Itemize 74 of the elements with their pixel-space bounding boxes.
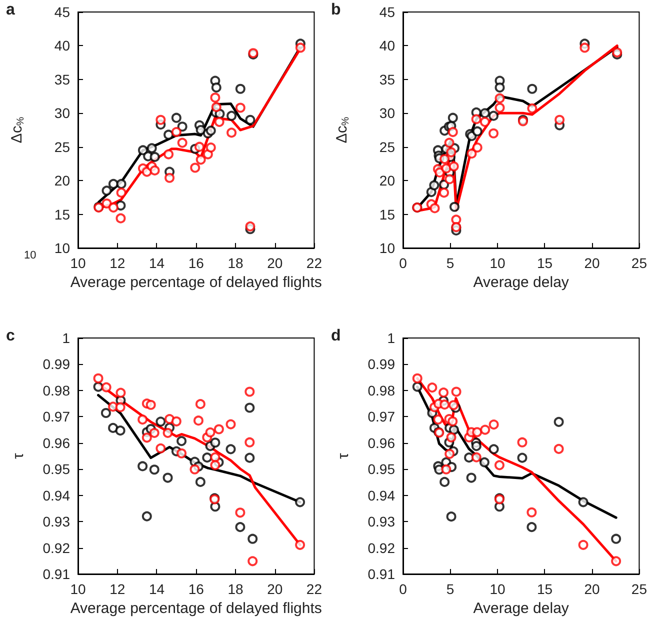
y-tick-label: 20 xyxy=(54,172,70,189)
text: b xyxy=(331,2,341,18)
y-tick-label: 15 xyxy=(54,206,70,222)
y-tick-label: 0.99 xyxy=(368,356,396,372)
text: a xyxy=(6,2,15,18)
x-tick-label: 22 xyxy=(306,581,322,597)
x-tick-label: 0 xyxy=(399,255,408,271)
x-tick-label: 5 xyxy=(446,255,454,271)
x-axis-title: Average delay xyxy=(473,274,570,291)
y-tick-label: 45 xyxy=(379,4,396,20)
y-tick-label: 0.97 xyxy=(42,408,70,425)
x-tick-label: 20 xyxy=(267,581,283,597)
y-tick-label: 30 xyxy=(379,105,396,122)
x-axis-title: Average percentage of delayed flights xyxy=(70,600,322,617)
x-tick-label: 10 xyxy=(70,255,86,271)
y-tick-label: 15 xyxy=(379,206,396,222)
x-tick-label: 22 xyxy=(306,255,322,271)
x-tick-label: 10 xyxy=(70,581,86,597)
y-tick-label: 0.98 xyxy=(42,382,70,398)
x-tick-label: 5 xyxy=(446,581,454,597)
y-tick-label: 25 xyxy=(54,138,70,155)
x-tick-label: 16 xyxy=(188,255,204,271)
y-tick-label: 0.96 xyxy=(368,434,396,451)
y-tick-label: 0.91 xyxy=(42,566,70,582)
y-axis-title: Δc% xyxy=(8,116,26,144)
x-tick-label: 20 xyxy=(584,255,600,271)
y-tick-label: 25 xyxy=(379,138,396,155)
x-tick-label: 15 xyxy=(536,581,553,597)
x-tick-label: 12 xyxy=(110,255,126,271)
y-tick-label: 40 xyxy=(379,38,396,54)
x-tick-label: 15 xyxy=(536,255,553,271)
y-tick-label: 0.95 xyxy=(42,461,70,478)
x-tick-label: 25 xyxy=(631,255,648,271)
y-tick-label: 0.93 xyxy=(42,514,70,530)
x-tick-label: 16 xyxy=(188,581,204,597)
y-tick-label: 0.95 xyxy=(368,461,396,478)
y-tick-label: 10 xyxy=(379,240,396,256)
x-tick-label: 25 xyxy=(631,581,648,597)
x-axis-title: Average delay xyxy=(473,600,570,617)
y-tick-label: 40 xyxy=(54,38,70,54)
y-tick-label: 0.93 xyxy=(368,514,396,530)
y-tick-label: 10 xyxy=(54,240,70,256)
y-tick-label: 35 xyxy=(379,71,396,88)
y-tick-label: 0.94 xyxy=(368,487,396,504)
y-tick-label: 0.92 xyxy=(368,540,396,556)
x-tick-label: 12 xyxy=(110,581,126,597)
text: c xyxy=(6,328,15,344)
x-tick-label: 0 xyxy=(399,581,408,597)
x-tick-label: 18 xyxy=(228,581,244,597)
y-tick-label: 45 xyxy=(54,4,70,20)
y-tick-label: 0.97 xyxy=(368,408,396,425)
x-tick-label: 10 xyxy=(490,581,506,597)
x-tick-label: 14 xyxy=(148,255,165,271)
y-tick-label: 0.99 xyxy=(42,356,70,372)
y-tick-label: 0.91 xyxy=(368,566,396,582)
x-tick-label: 20 xyxy=(267,255,283,271)
y-tick-label: 0.94 xyxy=(42,487,70,504)
x-tick-label: 14 xyxy=(148,581,165,597)
y-tick-label: 35 xyxy=(54,71,70,88)
y-tick-label: 20 xyxy=(379,172,396,189)
y-tick-label: 30 xyxy=(54,105,70,122)
x-tick-label: 20 xyxy=(584,581,600,597)
y-tick-label: 0.98 xyxy=(368,382,396,398)
y-tick-label: 0.96 xyxy=(42,434,70,451)
y-tick-label: 1 xyxy=(387,330,396,346)
y-tick-label: 1 xyxy=(62,330,70,346)
x-tick-label: 18 xyxy=(228,255,244,271)
y-axis-title: Δc% xyxy=(334,116,352,144)
text: d xyxy=(331,328,341,344)
y-tick-label: 0.92 xyxy=(42,540,70,556)
x-axis-title: Average percentage of delayed flights xyxy=(70,274,322,291)
y-axis-title: τ xyxy=(335,452,352,459)
x-tick-label: 10 xyxy=(490,255,506,271)
y-axis-title: τ xyxy=(10,452,27,459)
